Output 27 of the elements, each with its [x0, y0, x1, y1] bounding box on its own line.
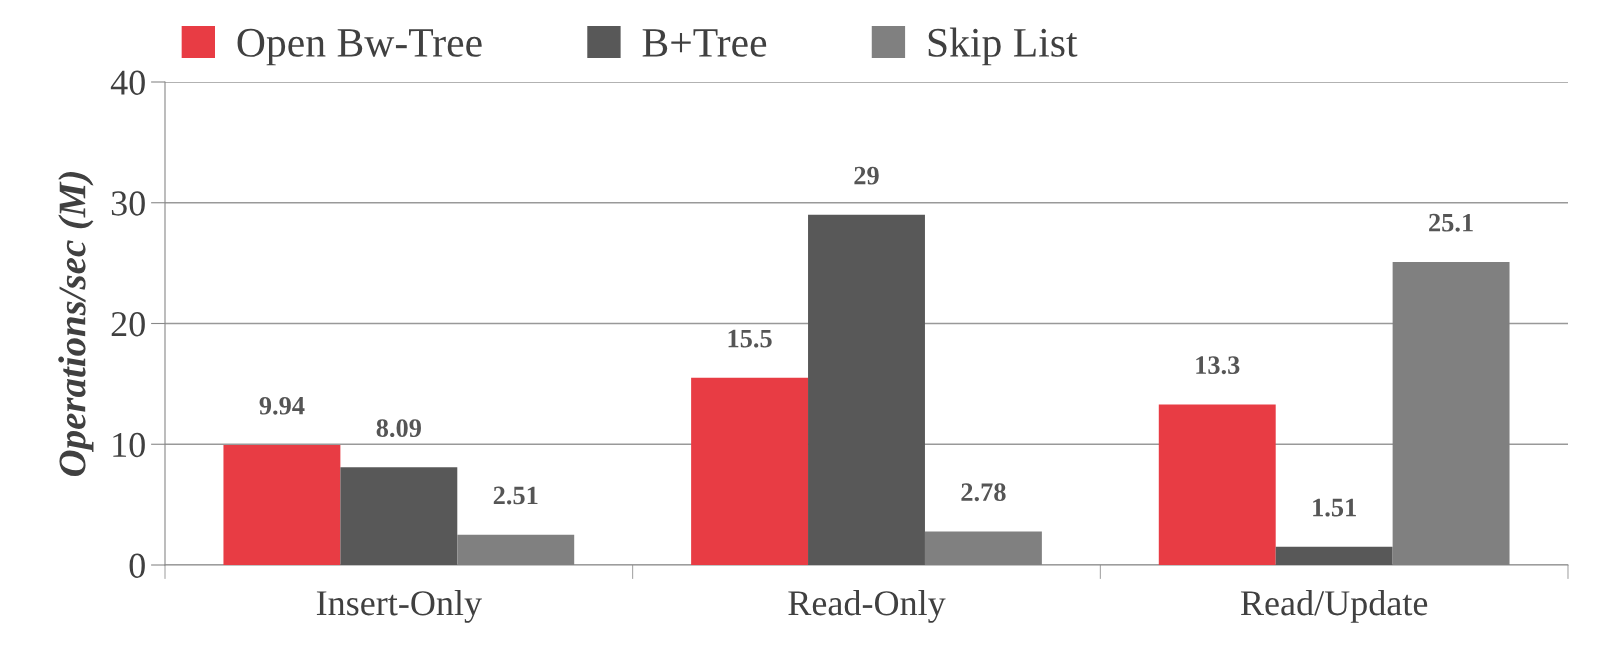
bar	[340, 467, 458, 565]
bar	[223, 444, 341, 565]
y-tick-label: 20	[111, 312, 145, 337]
y-axis-title: Operations/sec (M)	[58, 172, 94, 477]
x-tick-label: Read/Update	[1240, 590, 1428, 623]
data-label: 1.51	[1313, 498, 1356, 517]
data-label: 2.78	[961, 483, 1006, 502]
legend-label: Open Bw-Tree	[237, 28, 482, 66]
data-label: 2.51	[493, 486, 538, 505]
data-label: 25.1	[1429, 213, 1473, 232]
data-label: 15.5	[728, 329, 772, 348]
legend-label: B+Tree	[642, 29, 767, 57]
x-tick-label: Read-Only	[788, 590, 946, 623]
data-label: 9.94	[259, 396, 305, 415]
y-tick-label: 40	[110, 70, 145, 95]
data-label: 13.3	[1196, 356, 1240, 375]
bar	[691, 377, 809, 565]
y-tick-label: 10	[113, 432, 145, 458]
legend-label: Skip List	[928, 27, 1078, 66]
y-tick-label: 30	[111, 191, 145, 216]
data-label: 29	[854, 166, 879, 185]
y-tick-label: 0	[129, 553, 145, 578]
bar	[1158, 404, 1276, 565]
data-label: 8.09	[376, 419, 421, 438]
bar	[1275, 546, 1393, 565]
x-tick-label: Insert-Only	[316, 590, 482, 623]
bar	[808, 214, 925, 565]
